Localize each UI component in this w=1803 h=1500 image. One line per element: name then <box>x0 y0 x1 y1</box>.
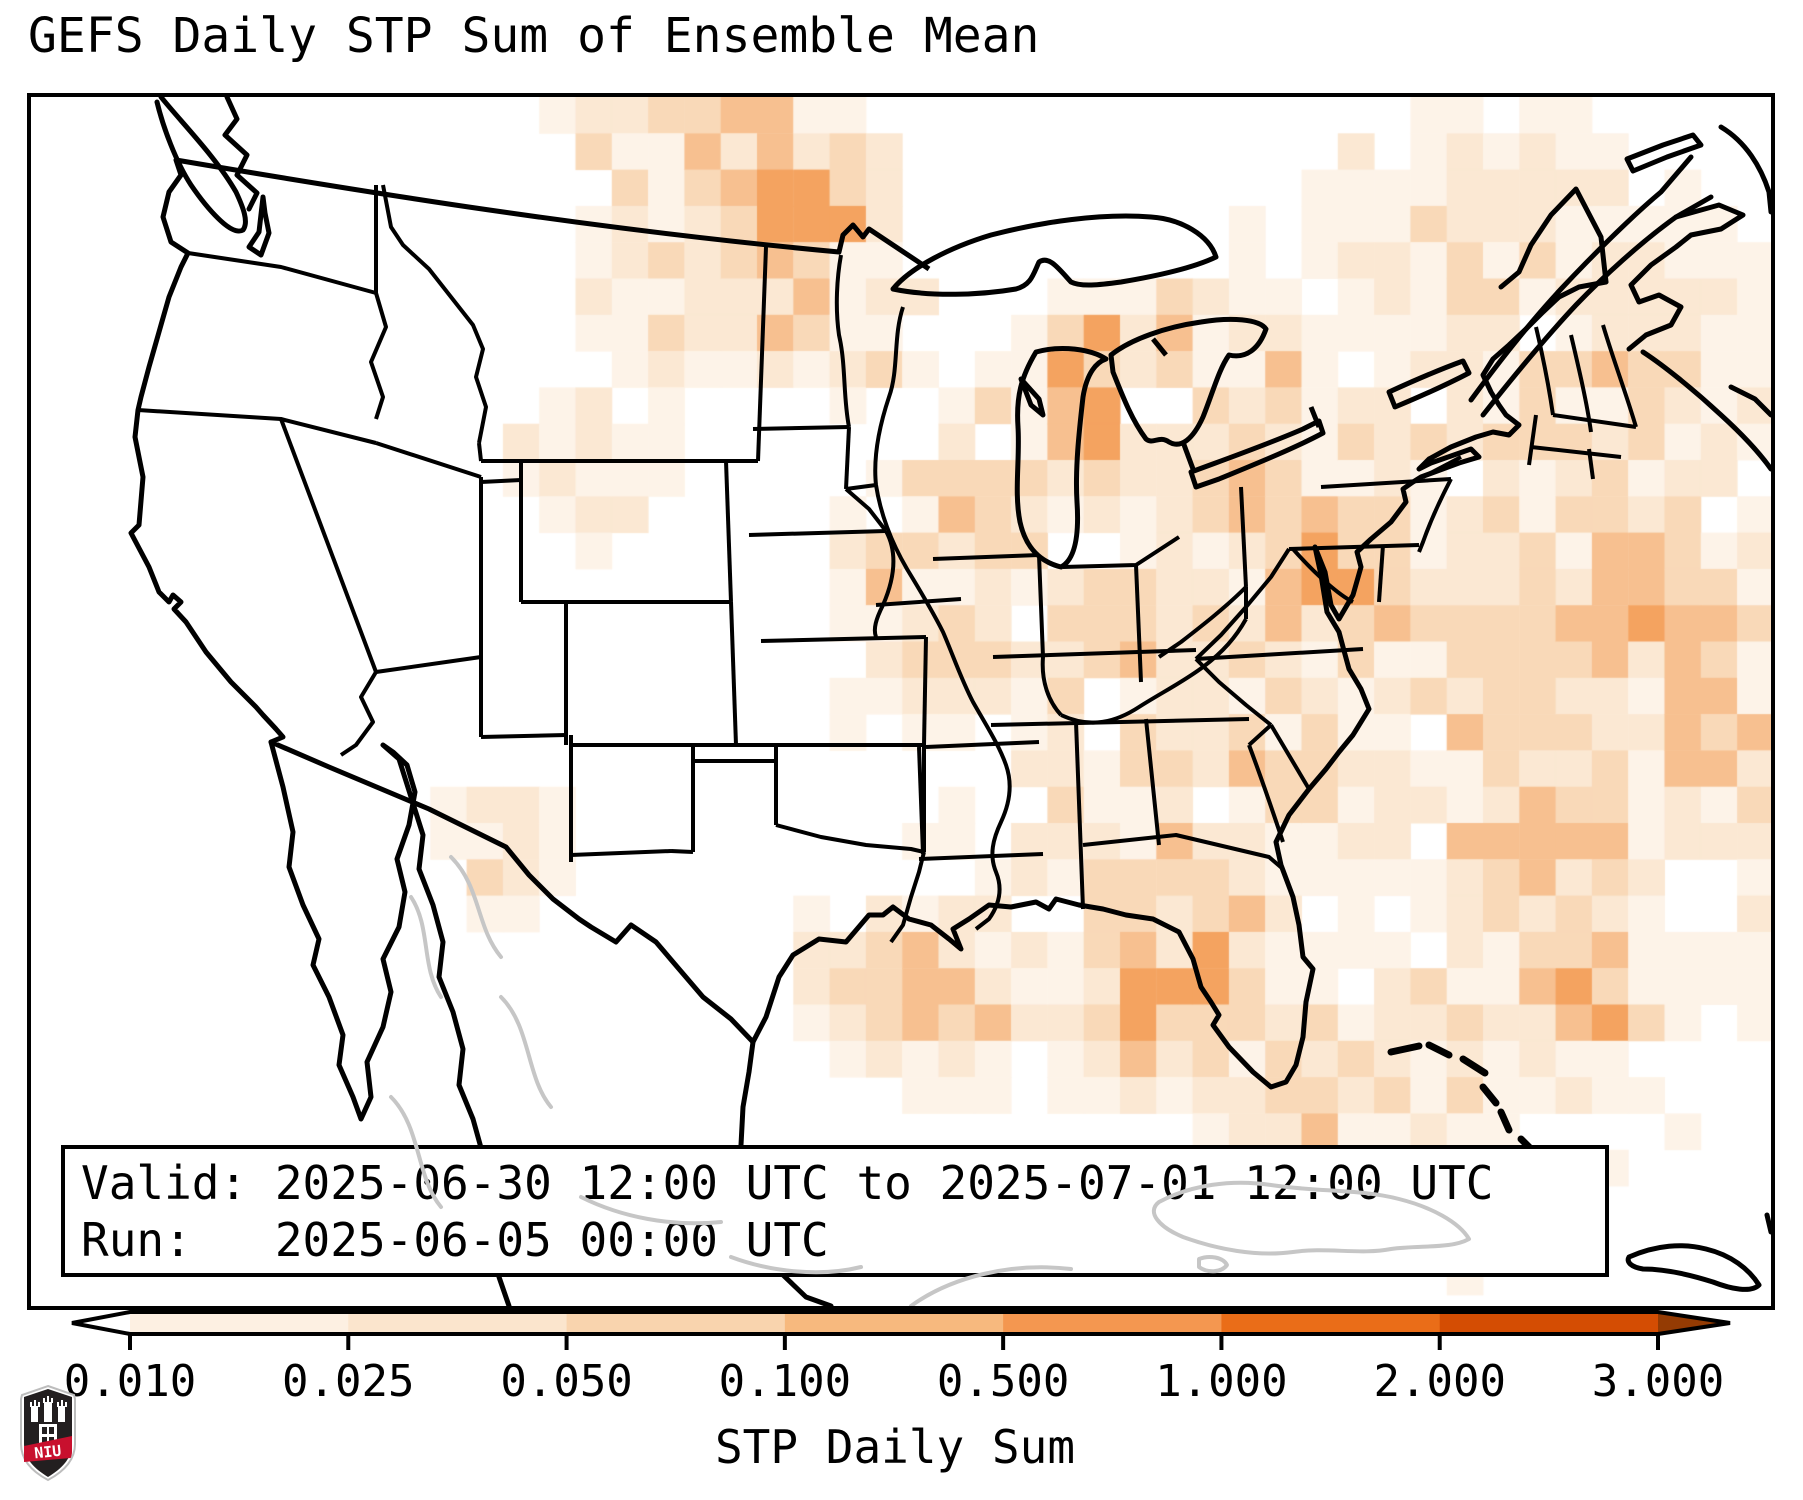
colorbar-tick-label: 3.000 <box>1592 1356 1724 1407</box>
valid-line: Valid: 2025-06-30 12:00 UTC to 2025-07-0… <box>81 1156 1494 1210</box>
colorbar-tick-label: 1.000 <box>1155 1356 1287 1407</box>
colorbar-tick-label: 0.050 <box>500 1356 632 1407</box>
valid-run-info-box: Valid: 2025-06-30 12:00 UTC to 2025-07-0… <box>61 1145 1609 1277</box>
map-panel: Valid: 2025-06-30 12:00 UTC to 2025-07-0… <box>27 93 1775 1310</box>
colorbar-tick-label: 0.010 <box>64 1356 196 1407</box>
colorbar-segment <box>784 1312 1004 1334</box>
colorbar-extend-low-arrow <box>72 1312 130 1334</box>
figure-title: GEFS Daily STP Sum of Ensemble Mean <box>28 8 1040 64</box>
colorbar-segment <box>1439 1312 1659 1334</box>
canada-border <box>175 157 1322 470</box>
colorbar-segment <box>130 1312 349 1334</box>
colorbar-tick-label: 0.500 <box>937 1356 1069 1407</box>
colorbar-segment <box>1003 1312 1223 1334</box>
state-borders <box>137 184 1638 944</box>
colorbar-segment <box>348 1312 568 1334</box>
stp-heatmap-canvas <box>31 97 1771 1306</box>
run-line: Run: 2025-06-05 00:00 UTC <box>81 1213 829 1267</box>
colorbar-tick-label: 2.000 <box>1373 1356 1505 1407</box>
niu-red-band <box>24 1436 72 1462</box>
niu-text: NIU <box>33 1442 62 1463</box>
colorbar-extend-high-arrow <box>1658 1312 1730 1334</box>
niu-logo: NIU <box>20 1384 76 1482</box>
geography-black-layer <box>128 97 1771 1306</box>
colorbar-tick-label: 0.025 <box>282 1356 414 1407</box>
colorbar: 0.010 0.025 0.050 0.100 0.500 1.000 2.000 3.000 <box>64 1310 1731 1407</box>
colorbar-segment <box>566 1312 786 1334</box>
coastline-paths <box>128 97 1771 1306</box>
colorbar-tick-label: 0.100 <box>719 1356 851 1407</box>
colorbar-axis-label: STP Daily Sum <box>714 1420 1076 1474</box>
colorbar-segment <box>1221 1312 1441 1334</box>
